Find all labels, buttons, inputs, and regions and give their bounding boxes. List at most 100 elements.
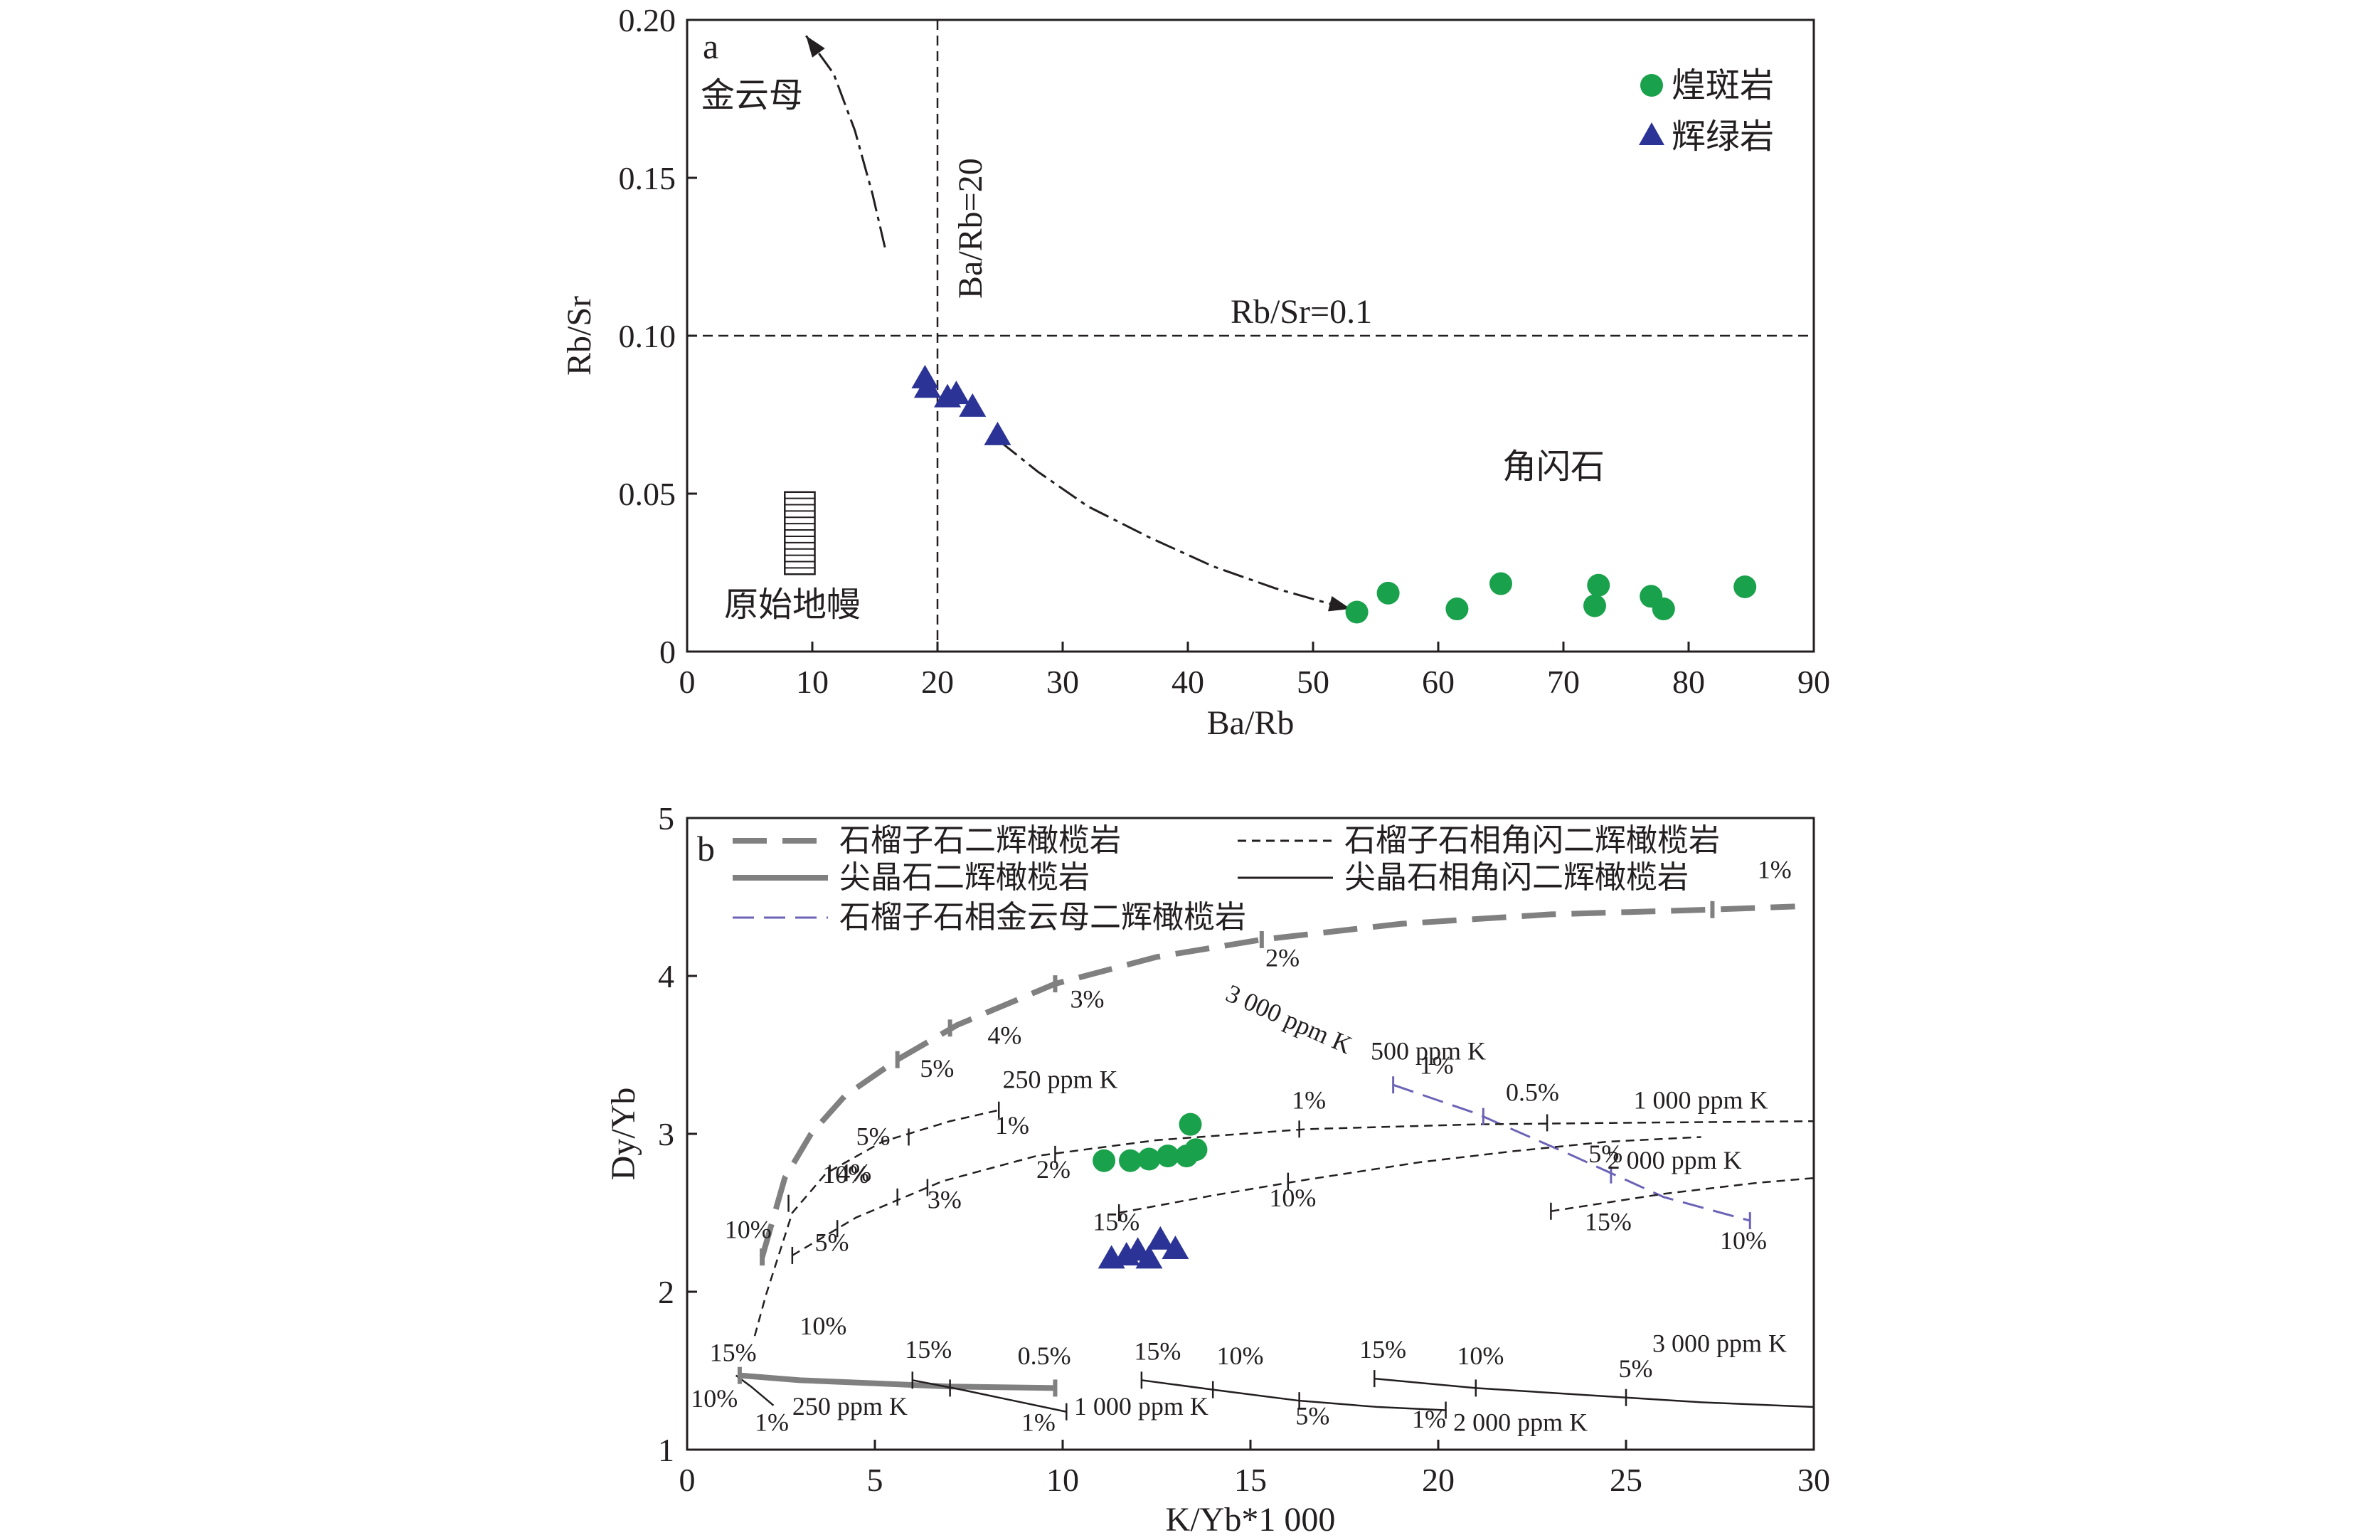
data-point-lamprophyre [1119, 1149, 1142, 1172]
y-tick-label: 2 [658, 1274, 674, 1310]
data-point-lamprophyre [1652, 598, 1675, 621]
model-curve [1551, 1177, 1815, 1213]
curve-annotation: 5% [815, 1228, 849, 1256]
legend-label-diabase: 辉绿岩 [1672, 118, 1774, 156]
curve-annotation: 5% [1295, 1401, 1329, 1430]
curve-annotation: 1% [1758, 855, 1792, 883]
curve-annotation: 3 000 ppm K [1222, 979, 1356, 1059]
curve-annotation: 10% [799, 1312, 846, 1340]
data-point-diabase [942, 381, 970, 405]
curve-annotation: 15% [1093, 1207, 1139, 1236]
panel-b-curve-ticks [737, 901, 1751, 1420]
data-point-lamprophyre [1489, 572, 1512, 595]
panel-b-annotations: 1% 2% 3% 4% 5% 10% 10% 1% 0.5% 5% 10% 500 ppm K 1 00… [691, 855, 1792, 1436]
data-point-lamprophyre [1093, 1149, 1116, 1172]
amphibole-trend-arrow-head [1328, 596, 1351, 612]
x-tick-label: 30 [1046, 664, 1079, 700]
y-tick-label: 5 [658, 800, 674, 837]
region-label-primitive-mantle: 原始地幔 [724, 586, 861, 624]
x-tick-label: 0 [679, 664, 696, 700]
curve-annotation: 0.5% [1506, 1078, 1559, 1106]
legend-label-garnet-phlogopite-lherzolite: 石榴子石相金云母二辉橄榄岩 [839, 900, 1246, 935]
amphibole-trend-arrow-line [999, 440, 1351, 610]
x-tick-label: 20 [921, 664, 954, 700]
curve-annotation: 3 000 ppm K [1652, 1329, 1787, 1357]
y-tick-label: 0.20 [619, 2, 676, 38]
model-curve [912, 1379, 1067, 1413]
x-tick-label: 10 [796, 664, 829, 700]
curve-annotation: 10% [1457, 1342, 1504, 1370]
legend-label-garnet-amphibole-lherzolite: 石榴子石相角闪二辉橄榄岩 [1344, 823, 1720, 858]
curve-annotation: 1% [1420, 1051, 1454, 1080]
y-tick-label: 0.05 [619, 476, 676, 512]
panel-b-data-points [1093, 1112, 1208, 1269]
curve-annotation: 10% [1216, 1342, 1263, 1370]
y-tick-label: 0 [659, 634, 676, 670]
model-curve [753, 1109, 999, 1337]
y-axis-label: Dy/Yb [605, 1088, 642, 1181]
curve-annotation: 10% [691, 1384, 738, 1413]
curve-annotation: 1 000 ppm K [1634, 1085, 1768, 1114]
model-curve [1393, 1083, 1751, 1222]
curve-annotation: 4% [987, 1021, 1021, 1049]
panel-b-legend: 石榴子石二辉橄榄岩 尖晶石二辉橄榄岩 石榴子石相金云母二辉橄榄岩 石榴子石相角闪… [733, 823, 1720, 935]
x-tick-label: 5 [867, 1462, 883, 1498]
data-point-diabase [984, 421, 1011, 445]
data-point-diabase [1162, 1236, 1189, 1260]
panel-b: b 0 5 10 15 20 25 30 1 2 3 4 5 K/Yb*1 000 Dy/Yb 石榴子… [605, 800, 1830, 1539]
panel-b-axes: 0 5 10 15 20 25 30 1 2 3 4 5 [658, 800, 1830, 1498]
panel-a-axes: 0 10 20 30 40 50 60 70 80 90 0 0.05 0.10 0.15 0.20 [619, 2, 1831, 700]
legend-marker-diabase [1639, 122, 1664, 145]
reference-label-ba-rb: Ba/Rb=20 [952, 158, 989, 299]
x-tick-label: 40 [1172, 664, 1204, 700]
primitive-mantle-rect [784, 491, 816, 575]
data-point-lamprophyre [1137, 1147, 1161, 1171]
model-curve [1118, 1136, 1701, 1214]
x-tick-label: 0 [679, 1462, 696, 1498]
curve-annotation: 5% [920, 1054, 954, 1083]
curve-annotation: 15% [905, 1335, 952, 1364]
x-tick-label: 10 [1046, 1462, 1079, 1498]
curve-annotation: 4% [837, 1159, 871, 1187]
data-point-lamprophyre [1156, 1145, 1179, 1168]
x-tick-label: 80 [1672, 664, 1705, 700]
region-label-phlogopite: 金云母 [701, 77, 803, 115]
y-tick-label: 0.15 [619, 160, 676, 196]
data-point-lamprophyre [1376, 581, 1400, 605]
x-tick-label: 60 [1422, 664, 1455, 700]
x-tick-label: 15 [1234, 1462, 1267, 1498]
panel-a: a 0 10 20 30 40 50 60 70 80 90 0 0.05 0.10 0.15 0.20 B… [561, 2, 1830, 742]
curve-annotation: 2 000 ppm K [1608, 1146, 1742, 1174]
x-tick-label: 20 [1422, 1462, 1455, 1498]
y-axis-label: Rb/Sr [561, 296, 598, 376]
data-point-lamprophyre [1179, 1112, 1202, 1136]
curve-annotation: 15% [710, 1339, 757, 1367]
curve-annotation: 1% [1292, 1085, 1326, 1114]
curve-annotation: 500 ppm K [1371, 1037, 1486, 1066]
primitive-mantle-box [784, 491, 816, 575]
legend-label-lamprophyre: 煌斑岩 [1672, 67, 1774, 105]
curve-annotation: 2% [1265, 944, 1300, 972]
legend-marker-lamprophyre [1640, 74, 1663, 97]
curve-annotation: 15% [1134, 1337, 1181, 1365]
panel-a-legend: 煌斑岩 辉绿岩 [1639, 67, 1774, 156]
phlogopite-trend-arrow-line [804, 35, 886, 248]
curve-annotation: 1% [1412, 1405, 1446, 1433]
curve-annotation: 3% [1071, 984, 1105, 1013]
curve-annotation: 5% [856, 1122, 891, 1151]
data-point-lamprophyre [1345, 600, 1369, 624]
curve-annotation: 10% [822, 1160, 869, 1189]
x-axis-label: K/Yb*1 000 [1166, 1501, 1336, 1539]
data-point-diabase [1147, 1226, 1174, 1250]
curve-annotation: 1% [995, 1111, 1029, 1140]
data-point-diabase [959, 393, 987, 417]
data-point-lamprophyre [1184, 1138, 1208, 1162]
x-tick-label: 25 [1610, 1462, 1642, 1498]
model-curve [739, 1372, 1056, 1391]
curve-annotation: 5% [1588, 1140, 1622, 1168]
region-label-amphibole: 角闪石 [1502, 448, 1605, 486]
panel-a-label: a [703, 26, 718, 66]
data-point-lamprophyre [1445, 598, 1469, 621]
y-tick-label: 0.10 [619, 318, 676, 354]
